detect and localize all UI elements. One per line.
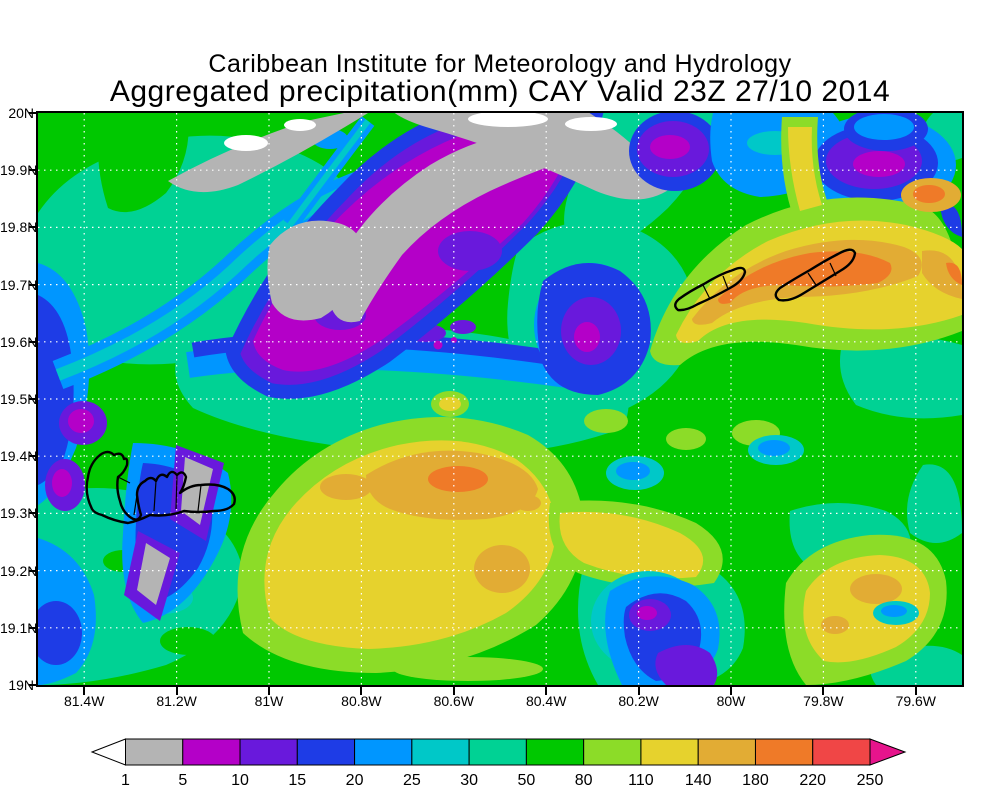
- y-axis-label: 19.2N: [0, 562, 38, 579]
- x-axis-tick: [730, 687, 732, 695]
- colorbar-tick-label: 10: [231, 772, 249, 789]
- island-cayman-brac: [774, 248, 857, 302]
- y-axis-label: 19N: [8, 677, 34, 693]
- colorbar-tick-label: 15: [288, 772, 306, 789]
- colorbar-cell: [411, 738, 470, 766]
- colorbar-cell: [239, 738, 298, 766]
- colorbar-above-arrow: [869, 738, 907, 766]
- y-axis-label: 19.8N: [0, 219, 38, 236]
- y-axis-label: 19.9N: [0, 162, 38, 179]
- x-axis-tick: [914, 687, 917, 695]
- x-axis-label: 79.6W: [895, 693, 937, 709]
- x-axis-label: 81.4W: [63, 693, 105, 709]
- y-axis-tick: [29, 169, 37, 172]
- x-axis-label: 80.6W: [433, 693, 475, 709]
- y-axis-label: 19.5N: [0, 391, 38, 407]
- colorbar-cell: [640, 738, 699, 766]
- gridlines: [38, 113, 962, 685]
- colorbar-cell: [182, 738, 241, 766]
- x-axis-label: 81.2W: [156, 693, 197, 709]
- colorbar-tick-label: 1: [121, 772, 130, 789]
- x-axis-label: 80W: [716, 693, 746, 709]
- y-axis-tick: [29, 226, 37, 229]
- x-axis-label: 80.8W: [341, 693, 382, 709]
- x-axis-label: 80.2W: [618, 693, 659, 709]
- x-axis-tick: [268, 687, 270, 695]
- colorbar-cell: [812, 738, 871, 766]
- colorbar-tick-label: 20: [346, 772, 364, 789]
- colorbar-cell: [525, 738, 585, 766]
- x-axis-tick: [822, 687, 825, 695]
- y-axis-tick: [29, 684, 37, 686]
- colorbar-tick-label: 250: [857, 772, 884, 789]
- island-little-cayman: [674, 266, 747, 312]
- colorbar-cell: [754, 738, 814, 766]
- colorbar-tick-label: 5: [178, 772, 187, 789]
- chart-title: Caribbean Institute for Meteorology and …: [208, 50, 792, 78]
- colorbar-below-arrow: [90, 738, 126, 766]
- colorbar-tick-label: 180: [742, 772, 769, 789]
- y-axis-tick: [29, 626, 37, 629]
- y-axis-label: 19.1N: [0, 619, 38, 636]
- x-axis-tick: [175, 687, 178, 695]
- colorbar-cell: [125, 738, 184, 766]
- island-outlines: [85, 248, 857, 525]
- colorbar-tick-label: 220: [799, 772, 826, 789]
- colorbar-tick-label: 110: [628, 772, 654, 789]
- y-axis-tick: [29, 512, 37, 515]
- colorbar-cell: [583, 738, 642, 766]
- colorbar-tick-label: 140: [685, 772, 712, 789]
- colorbar-tick-label: 50: [517, 772, 535, 789]
- y-axis-tick: [29, 455, 37, 458]
- colorbar-cell: [296, 738, 356, 766]
- chart-subtitle: Aggregated precipitation(mm) CAY Valid 2…: [109, 75, 891, 108]
- x-axis-tick: [360, 687, 363, 695]
- y-axis-tick: [29, 569, 37, 572]
- y-axis-label: 19.3N: [0, 505, 38, 522]
- map-frame: [36, 111, 964, 687]
- x-axis-label: 80.4W: [525, 693, 567, 709]
- y-axis-tick: [29, 398, 37, 400]
- x-axis-tick: [452, 687, 455, 695]
- colorbar-cell: [697, 738, 756, 766]
- x-axis-tick: [637, 687, 640, 695]
- island-grand-cayman: [85, 450, 236, 525]
- x-axis-label: 79.8W: [803, 693, 844, 709]
- colorbar-tick-label: 80: [575, 772, 593, 789]
- y-axis-label: 19.4N: [0, 448, 38, 465]
- y-axis-label: 20N: [8, 105, 34, 121]
- y-axis-label: 19.7N: [0, 276, 38, 293]
- x-axis-tick: [83, 687, 86, 695]
- y-axis-tick: [29, 340, 37, 343]
- colorbar-legend: 1 5 10 15 20 25 30 50 80 110 140 180 220 250: [90, 738, 907, 789]
- colorbar-cell: [354, 738, 413, 766]
- x-axis-label: 81W: [254, 693, 284, 709]
- y-axis-tick: [29, 283, 37, 286]
- y-axis-label: 19.6N: [0, 333, 38, 350]
- y-axis-tick: [29, 112, 37, 114]
- precipitation-map: [38, 113, 962, 685]
- colorbar-tick-label: 25: [403, 772, 421, 789]
- colorbar-tick-label: 30: [460, 772, 478, 789]
- colorbar-cell: [468, 738, 527, 766]
- x-axis-tick: [545, 687, 548, 695]
